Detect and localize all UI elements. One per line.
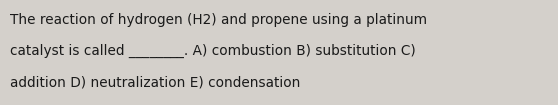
Text: The reaction of hydrogen (H2) and propene using a platinum: The reaction of hydrogen (H2) and propen… bbox=[10, 13, 427, 27]
Text: addition D) neutralization E) condensation: addition D) neutralization E) condensati… bbox=[10, 76, 300, 90]
Text: catalyst is called ________. A) combustion B) substitution C): catalyst is called ________. A) combusti… bbox=[10, 44, 416, 58]
